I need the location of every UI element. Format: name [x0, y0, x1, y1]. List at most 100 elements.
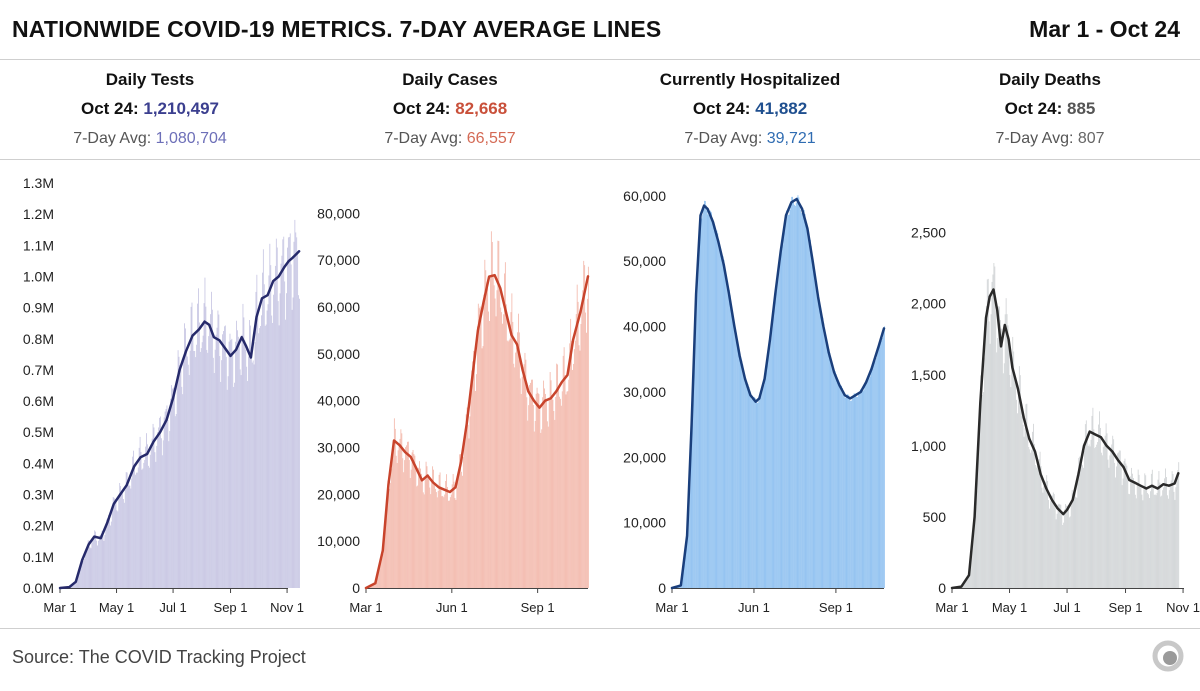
daily-bar: [224, 325, 226, 588]
daily-bar: [1103, 444, 1105, 588]
daily-bar: [847, 393, 849, 588]
daily-bar: [495, 316, 497, 588]
daily-bar: [791, 196, 793, 589]
daily-bar: [819, 311, 821, 588]
daily-bar: [799, 203, 801, 588]
daily-bar: [228, 341, 230, 588]
daily-bar: [474, 366, 475, 588]
daily-bar: [79, 570, 81, 588]
x-tick-label: May 1: [99, 600, 134, 615]
daily-bar: [1160, 496, 1162, 588]
daily-bar: [252, 360, 254, 588]
daily-bar: [992, 274, 994, 588]
daily-bar: [1115, 477, 1116, 588]
daily-bar: [524, 352, 526, 588]
daily-bar: [97, 540, 99, 588]
x-tick-label: Jul 1: [1053, 600, 1080, 615]
daily-bar: [985, 306, 987, 588]
daily-bar: [1043, 486, 1045, 588]
daily-bar: [157, 432, 159, 588]
daily-bar: [1136, 482, 1138, 588]
daily-bar: [770, 334, 772, 588]
daily-bar: [797, 195, 799, 589]
daily-bar: [299, 298, 300, 588]
daily-bar: [182, 394, 184, 588]
daily-bar: [983, 392, 984, 588]
daily-bar: [1017, 392, 1019, 588]
daily-bar: [870, 372, 872, 588]
charts-area: 0.0M 0.1M 0.2M 0.3M 0.4M 0.5M 0.6M 0.7M 0.8M 0.9M…: [23, 175, 1200, 615]
daily-bar: [161, 455, 163, 588]
daily-bar: [450, 494, 452, 588]
daily-bar: [276, 247, 278, 589]
daily-bar: [1064, 509, 1066, 588]
daily-bar: [825, 338, 826, 588]
daily-bar: [229, 333, 231, 588]
daily-bar: [869, 376, 871, 588]
daily-bar: [171, 385, 173, 588]
daily-bar: [1101, 455, 1103, 588]
daily-bar: [97, 545, 98, 588]
daily-bar: [107, 518, 109, 588]
stat-latest: Oct 24: 885: [900, 96, 1200, 128]
y-tick-label: 40,000: [317, 393, 360, 409]
daily-bar: [728, 288, 729, 588]
daily-bar: [203, 303, 205, 588]
daily-bar: [99, 535, 101, 588]
daily-bar: [434, 488, 436, 588]
daily-bar: [261, 315, 262, 588]
daily-bar: [972, 532, 974, 588]
daily-bar: [240, 375, 242, 588]
daily-bar: [399, 438, 401, 588]
y-tick-label: 0.5M: [23, 424, 54, 440]
daily-bar: [970, 557, 972, 588]
daily-bar: [832, 369, 834, 588]
daily-bar: [563, 347, 565, 588]
daily-bar: [151, 438, 153, 588]
daily-bar: [784, 225, 785, 588]
daily-bar: [757, 402, 759, 588]
daily-bar: [84, 558, 85, 588]
daily-bar: [166, 405, 168, 588]
daily-bar: [995, 310, 997, 588]
daily-bar: [519, 378, 521, 588]
daily-bar: [426, 466, 428, 588]
daily-bar: [881, 340, 883, 588]
daily-bar: [485, 270, 487, 588]
daily-bar: [707, 214, 709, 588]
stat-avg: 7-Day Avg: 1,080,704: [0, 128, 300, 150]
daily-bar: [461, 471, 462, 588]
daily-bar: [838, 386, 840, 588]
x-tick-label: Jun 1: [436, 600, 468, 615]
daily-bar: [544, 388, 545, 588]
stat-deaths: Daily Deaths Oct 24: 885 7-Day Avg: 807: [900, 68, 1200, 150]
daily-bar: [826, 345, 828, 588]
x-tick-label: Mar 1: [655, 600, 688, 615]
daily-bar: [1130, 476, 1132, 588]
y-tick-label: 0.0M: [23, 580, 54, 596]
daily-bar: [383, 543, 385, 588]
daily-bar: [577, 301, 579, 588]
x-tick-label: Sep 1: [819, 600, 853, 615]
stat-latest-label: Oct 24:: [692, 99, 751, 118]
daily-bar: [1022, 424, 1024, 588]
daily-bar: [835, 374, 837, 588]
daily-bar: [1035, 467, 1037, 588]
daily-bar: [1111, 444, 1113, 588]
daily-bar: [463, 438, 465, 588]
daily-bar: [1164, 478, 1165, 588]
daily-bar: [409, 477, 411, 588]
daily-bar: [844, 397, 846, 588]
chart-panel-0: 0.0M 0.1M 0.2M 0.3M 0.4M 0.5M 0.6M 0.7M 0.8M 0.9M…: [23, 175, 304, 615]
daily-bar: [712, 224, 714, 588]
daily-bar: [777, 271, 779, 588]
daily-bar: [1126, 465, 1128, 588]
daily-bar: [883, 326, 885, 588]
daily-bar: [248, 356, 249, 588]
daily-bar: [1059, 504, 1061, 588]
daily-bar: [816, 280, 818, 588]
daily-bar: [753, 396, 755, 588]
daily-bar: [1169, 485, 1171, 588]
daily-bar: [775, 296, 777, 588]
daily-bar: [988, 321, 990, 588]
